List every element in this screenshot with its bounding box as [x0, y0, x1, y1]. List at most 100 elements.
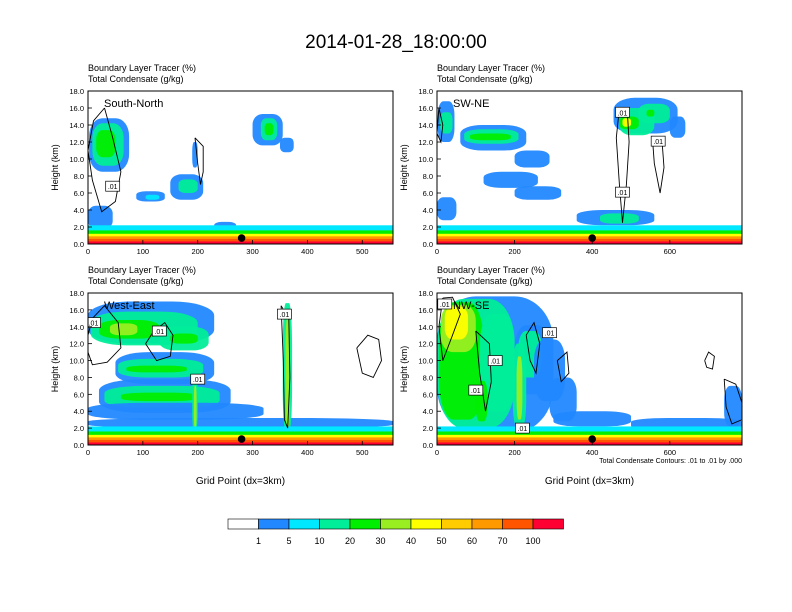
- plot-area: .01: [88, 107, 393, 244]
- shaded-cell: [178, 179, 198, 193]
- contour-label-box: [151, 325, 167, 337]
- contour-label: .01: [545, 331, 555, 338]
- panel-header-line2: Total Condensate (g/kg): [437, 74, 533, 84]
- contour-label-box: [515, 422, 530, 434]
- y-tick-label: 6.0: [423, 390, 433, 399]
- y-tick-label: 12.0: [418, 340, 433, 349]
- x-tick-label: 100: [137, 448, 150, 457]
- y-tick-label: 16.0: [418, 306, 433, 315]
- x-axis-label: Grid Point (dx=3km): [545, 476, 634, 487]
- contour-label-box: [650, 135, 666, 147]
- shaded-cell: [553, 411, 632, 427]
- y-tick-label: 12.0: [69, 340, 84, 349]
- y-tick-label: 2.0: [74, 424, 84, 433]
- x-tick-label: 200: [191, 247, 204, 256]
- shaded-cell: [514, 150, 550, 168]
- shaded-cell: [126, 365, 187, 373]
- panel-label: NW-SE: [453, 300, 489, 312]
- contour-label-box: [437, 298, 453, 310]
- colorbar-swatch: [410, 518, 442, 530]
- colorbar-label: 10: [314, 536, 324, 546]
- shaded-cell: [264, 123, 274, 136]
- y-tick-label: 8.0: [423, 172, 433, 181]
- panel-1: .01 South-North Boundary Layer Tracer (%)T…: [50, 63, 394, 256]
- colorbar-swatch: [532, 518, 564, 530]
- contour-label-box: [468, 384, 484, 396]
- y-tick-label: 18.0: [418, 289, 433, 298]
- shaded-cell: [279, 137, 294, 153]
- location-marker: [237, 435, 246, 443]
- x-tick-label: 400: [586, 247, 599, 256]
- x-tick-label: 0: [86, 448, 90, 457]
- contour-label: .01: [618, 110, 628, 117]
- x-tick-label: 500: [356, 247, 369, 256]
- contour-label-box: [88, 317, 101, 328]
- location-marker: [588, 435, 597, 443]
- condensate-contour: [88, 107, 122, 213]
- y-tick-label: 12.0: [418, 138, 433, 147]
- colorbar-swatch: [227, 518, 259, 530]
- y-tick-label: 10.0: [418, 155, 433, 164]
- panel-label: South-North: [104, 98, 163, 110]
- y-tick-label: 16.0: [418, 104, 433, 113]
- shaded-cell: [483, 171, 538, 188]
- contour-label-box: [542, 327, 557, 339]
- y-tick-label: 14.0: [418, 323, 433, 332]
- y-tick-label: 8.0: [74, 172, 84, 181]
- contour-label: .01: [89, 321, 99, 328]
- y-tick-label: 4.0: [423, 407, 433, 416]
- shaded-cell: [109, 323, 138, 336]
- condensate-contour: [356, 334, 382, 378]
- contour-label: .01: [618, 190, 628, 197]
- shaded-cell: [514, 186, 562, 200]
- condensate-contour: [88, 305, 122, 366]
- x-tick-label: 100: [137, 247, 150, 256]
- y-tick-label: 18.0: [69, 289, 84, 298]
- colorbar-label: 50: [436, 536, 446, 546]
- x-axis-label: Grid Point (dx=3km): [196, 476, 285, 487]
- y-tick-label: 8.0: [74, 373, 84, 382]
- y-tick-label: 12.0: [69, 138, 84, 147]
- x-tick-label: 600: [664, 247, 677, 256]
- contour-label: .01: [108, 184, 118, 191]
- shaded-cell: [120, 392, 198, 402]
- shaded-cell: [145, 194, 160, 200]
- shaded-cell: [622, 118, 632, 127]
- colorbar: 1 5 10 20 30 40 50 60 70 100: [227, 518, 564, 546]
- x-tick-label: 200: [508, 448, 521, 457]
- shaded-cell: [193, 385, 197, 429]
- shaded-cell: [469, 133, 511, 141]
- condensate-contour: [525, 321, 541, 375]
- y-tick-label: 14.0: [69, 323, 84, 332]
- colorbar-label: 30: [375, 536, 385, 546]
- colorbar-label: 20: [345, 536, 355, 546]
- shaded-cell: [88, 417, 393, 429]
- colorbar-swatch: [502, 518, 534, 530]
- y-tick-label: 16.0: [69, 306, 84, 315]
- shaded-cell: [444, 306, 469, 340]
- panel-header-line1: Boundary Layer Tracer (%): [437, 265, 545, 275]
- panel-3: .01 .01 .01 .01 West-East Boundary Layer Trac…: [50, 265, 394, 487]
- contour-label-box: [277, 308, 292, 320]
- y-tick-label: 0.0: [74, 441, 84, 450]
- x-tick-label: 0: [86, 247, 90, 256]
- y-tick-label: 0.0: [423, 441, 433, 450]
- y-tick-label: 16.0: [69, 104, 84, 113]
- y-tick-label: 4.0: [74, 206, 84, 215]
- shaded-cell: [646, 109, 655, 117]
- x-tick-label: 400: [301, 247, 314, 256]
- y-tick-label: 4.0: [423, 206, 433, 215]
- contour-label-box: [615, 106, 630, 118]
- shaded-cell: [88, 205, 113, 229]
- panel-header-line2: Total Condensate (g/kg): [88, 74, 184, 84]
- colorbar-label: 100: [525, 536, 540, 546]
- x-tick-label: 600: [664, 448, 677, 457]
- x-tick-label: 200: [191, 448, 204, 457]
- shaded-cell: [516, 356, 523, 420]
- y-tick-label: 10.0: [69, 357, 84, 366]
- panel-header-line2: Total Condensate (g/kg): [88, 276, 184, 286]
- plot-area: .01 .01 .01 .01: [88, 301, 393, 445]
- y-tick-label: 6.0: [74, 189, 84, 198]
- colorbar-swatch: [471, 518, 503, 530]
- panel-header-line2: Total Condensate (g/kg): [437, 276, 533, 286]
